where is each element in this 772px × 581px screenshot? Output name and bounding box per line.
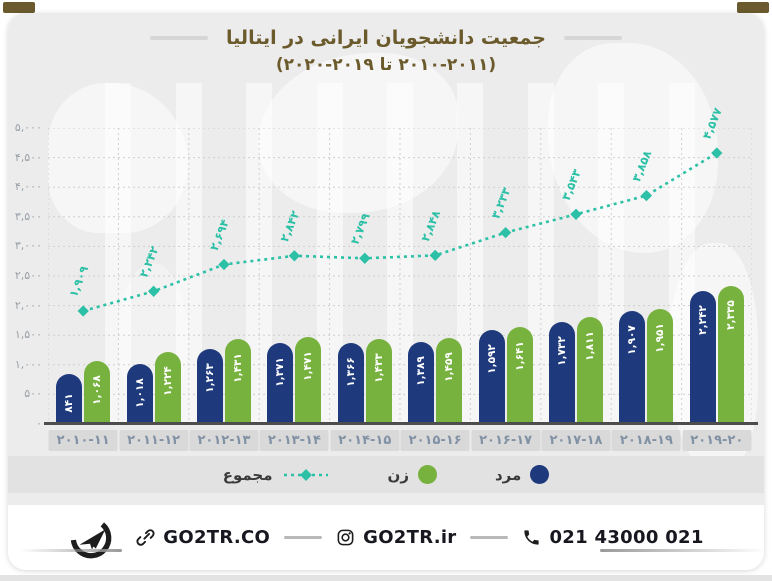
bar-men: ۱,۵۹۲ <box>478 329 505 424</box>
y-axis-tick-label: ۱,۵۰۰ <box>14 328 42 342</box>
chart-title-row: جمعیت دانشجویان ایرانی در ایتالیا <box>8 27 764 49</box>
title-dash-right <box>563 36 622 40</box>
bar-men: ۱,۳۸۹ <box>408 341 435 424</box>
x-axis-category-chip: ۲۰۱۹-۲۰ <box>682 430 752 451</box>
bar-value-label: ۱,۹۵۱ <box>654 322 667 353</box>
x-axis-line <box>44 422 758 425</box>
bar-women: ۱,۴۵۹ <box>436 337 463 424</box>
legend: مجموع زن مرد <box>8 456 764 493</box>
bar-value-label: ۱,۳۷۱ <box>274 357 287 387</box>
x-axis-category-chip: ۲۰۱۰-۱۱ <box>48 430 118 451</box>
phone-text: 021 43000 021 <box>549 527 704 548</box>
x-axis-category-chip: ۲۰۱۵-۱۶ <box>400 430 470 451</box>
legend-item-men: مرد <box>494 465 550 484</box>
bar-men: ۸۴۱ <box>56 374 83 424</box>
chart-area: جمعیت دانشجویان ایرانی در ایتالیا (۲۰۱۰-… <box>8 13 764 505</box>
y-axis-tick-label: ۱,۰۰۰ <box>14 357 42 371</box>
footer-decor-line-right <box>600 549 766 552</box>
title-dash-left <box>150 36 209 40</box>
instagram-link[interactable]: GO2TR.ir <box>336 527 456 548</box>
bar-value-label: ۱,۰۶۸ <box>91 375 104 405</box>
bar-value-label: ۱,۹۰۷ <box>626 325 639 355</box>
bar-women: ۱,۶۴۱ <box>506 326 533 424</box>
legend-label-women: زن <box>387 465 409 484</box>
bar-women: ۱,۴۳۳ <box>365 339 392 424</box>
chart-subtitle: (۲۰۱۰-۲۰۱۱ تا ۲۰۱۹-۲۰۲۰) <box>275 55 497 75</box>
bar-value-label: ۱,۴۷۱ <box>302 351 315 381</box>
bar-value-label: ۱,۵۹۲ <box>485 344 498 374</box>
bar-women: ۱,۴۳۱ <box>225 339 251 424</box>
bar-men: ۲,۲۴۲ <box>689 291 716 424</box>
phone-link[interactable]: 021 43000 021 <box>522 527 703 548</box>
dashed-line-icon <box>283 468 328 481</box>
bar-men: ۱,۰۱۸ <box>126 363 153 424</box>
legend-item-total: مجموع <box>223 466 330 484</box>
bar-women: ۱,۲۲۴ <box>154 351 181 424</box>
footer-separator <box>470 536 509 539</box>
y-axis-tick-label: ۳,۵۰۰ <box>14 209 42 223</box>
website-text: GO2TR.CO <box>163 527 271 548</box>
top-border-accent-left <box>3 2 35 13</box>
y-axis-tick-label: ۵۰۰ <box>24 387 42 401</box>
website-link[interactable]: GO2TR.CO <box>136 527 270 548</box>
y-axis-tick-label: ۵,۰۰۰ <box>14 121 42 134</box>
bar-value-label: ۱,۸۱۱ <box>584 331 596 361</box>
bar-value-label: ۱,۴۵۹ <box>443 351 456 382</box>
bar-women: ۱,۰۶۸ <box>84 360 111 424</box>
bar-women: ۱,۹۵۱ <box>647 308 674 424</box>
bar-value-label: ۱,۳۶۶ <box>344 357 357 387</box>
legend-item-women: زن <box>388 465 437 484</box>
x-axis-category-chip: ۲۰۱۳-۱۴ <box>259 430 329 451</box>
link-icon <box>136 529 155 546</box>
bar-men: ۱,۲۶۳ <box>197 349 223 424</box>
y-axis-tick-label: ۴,۵۰۰ <box>14 150 42 164</box>
bar-women: ۱,۸۱۱ <box>577 316 603 424</box>
bar-value-label: ۱,۳۸۹ <box>415 356 428 386</box>
x-axis-category-chip: ۲۰۱۱-۱۲ <box>119 430 189 451</box>
circle-marker-icon-women <box>417 465 437 484</box>
x-axis-category-chip: ۲۰۱۷-۱۸ <box>541 430 611 451</box>
legend-label-total: مجموع <box>222 465 273 484</box>
chart-title: جمعیت دانشجویان ایرانی در ایتالیا <box>226 27 546 49</box>
top-border-accent-right <box>737 2 769 13</box>
instagram-text: GO2TR.ir <box>363 527 457 548</box>
bar-value-label: ۱,۰۱۸ <box>133 377 146 408</box>
bar-women: ۱,۴۷۱ <box>295 336 322 424</box>
y-axis-tick-label: ۰ <box>36 417 42 430</box>
infographic-card: جمعیت دانشجویان ایرانی در ایتالیا (۲۰۱۰-… <box>8 13 764 570</box>
go2tr-logo <box>68 515 114 561</box>
next-card-edge <box>0 575 772 581</box>
bar-value-label: ۱,۲۲۴ <box>161 365 174 396</box>
y-axis-tick-label: ۳,۰۰۰ <box>14 239 42 253</box>
bar-value-label: ۱,۴۳۱ <box>232 353 244 384</box>
bar-value-label: ۱,۶۴۱ <box>513 341 526 371</box>
phone-icon <box>524 530 540 545</box>
footer-decor-line-left <box>20 549 122 552</box>
bar-value-label: ۱,۴۳۳ <box>372 353 385 384</box>
bar-value-label: ۱,۲۶۳ <box>204 363 216 394</box>
x-axis-category-chip: ۲۰۱۶-۱۷ <box>471 430 541 451</box>
instagram-icon <box>337 529 354 546</box>
bar-value-label: ۲,۳۳۵ <box>724 300 737 330</box>
y-axis-tick-label: ۲,۰۰۰ <box>14 298 42 312</box>
y-axis-tick-label: ۴,۰۰۰ <box>14 180 42 194</box>
legend-label-men: مرد <box>494 465 522 484</box>
bar-men: ۱,۹۰۷ <box>619 311 646 424</box>
bar-value-label: ۱,۷۳۲ <box>556 335 568 366</box>
circle-marker-icon-men <box>530 465 550 484</box>
bar-plot: ۸۴۱ ۱,۰۶۸ ۱,۰۱۸ ۱,۲۲۴ ۱,۲۶۳ ۱,۴۳۱ ۱,۳۷۱ ۱,۴۷۱ ۱,… <box>48 128 752 424</box>
x-axis-category-chip: ۲۰۱۲-۱۳ <box>189 430 259 451</box>
x-axis-category-chip: ۲۰۱۴-۱۵ <box>330 430 400 451</box>
bar-value-label: ۲,۲۴۲ <box>696 305 709 336</box>
footer-separator <box>284 536 323 539</box>
bar-men: ۱,۳۷۱ <box>267 342 294 424</box>
y-axis-tick-label: ۲,۵۰۰ <box>14 269 42 282</box>
bar-value-label: ۸۴۱ <box>63 393 76 413</box>
x-axis-category-chip: ۲۰۱۸-۱۹ <box>611 430 681 451</box>
footer: GO2TR.CO GO2TR.ir 021 43000 021 <box>8 505 764 570</box>
bar-women: ۲,۳۳۵ <box>717 285 744 424</box>
bar-men: ۱,۷۳۲ <box>549 321 575 424</box>
bar-men: ۱,۳۶۶ <box>337 343 364 424</box>
